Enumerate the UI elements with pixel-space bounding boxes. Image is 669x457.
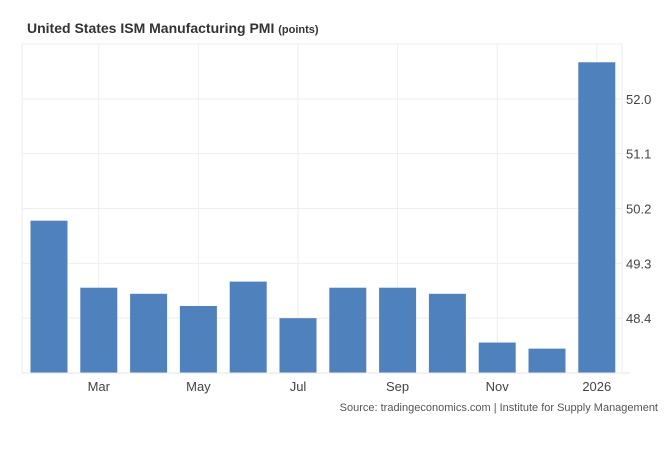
y-tick-label: 50.2: [626, 202, 651, 217]
bar-may: [179, 305, 217, 373]
chart-title: United States ISM Manufacturing PMI (poi…: [27, 20, 319, 36]
bar-jul: [279, 318, 317, 373]
unit-label: (points): [278, 24, 319, 36]
x-tick-label: 2026: [582, 379, 611, 394]
title-text: United States ISM Manufacturing PMI: [27, 20, 275, 36]
bar-aug: [329, 287, 367, 373]
y-tick-label: 49.3: [626, 256, 651, 271]
y-tick-label: 51.1: [626, 147, 651, 162]
x-tick-label: May: [186, 379, 211, 394]
bar-mar: [80, 287, 118, 373]
bar-feb: [30, 220, 68, 373]
bar-oct: [428, 293, 466, 373]
x-tick-label: Jul: [290, 379, 307, 394]
x-tick-label: Nov: [486, 379, 510, 394]
bar-jun: [229, 281, 267, 373]
source-note: Source: tradingeconomics.com | Institute…: [339, 402, 658, 414]
y-tick-label: 48.4: [626, 311, 651, 326]
bar-sep: [379, 287, 417, 373]
bar-2026: [578, 62, 616, 374]
bar-apr: [130, 293, 168, 373]
x-tick-label: Mar: [88, 379, 111, 394]
y-tick-label: 52.0: [626, 92, 651, 107]
bar-dec: [528, 348, 566, 373]
x-tick-label: Sep: [386, 379, 409, 394]
bar-nov: [478, 342, 516, 373]
